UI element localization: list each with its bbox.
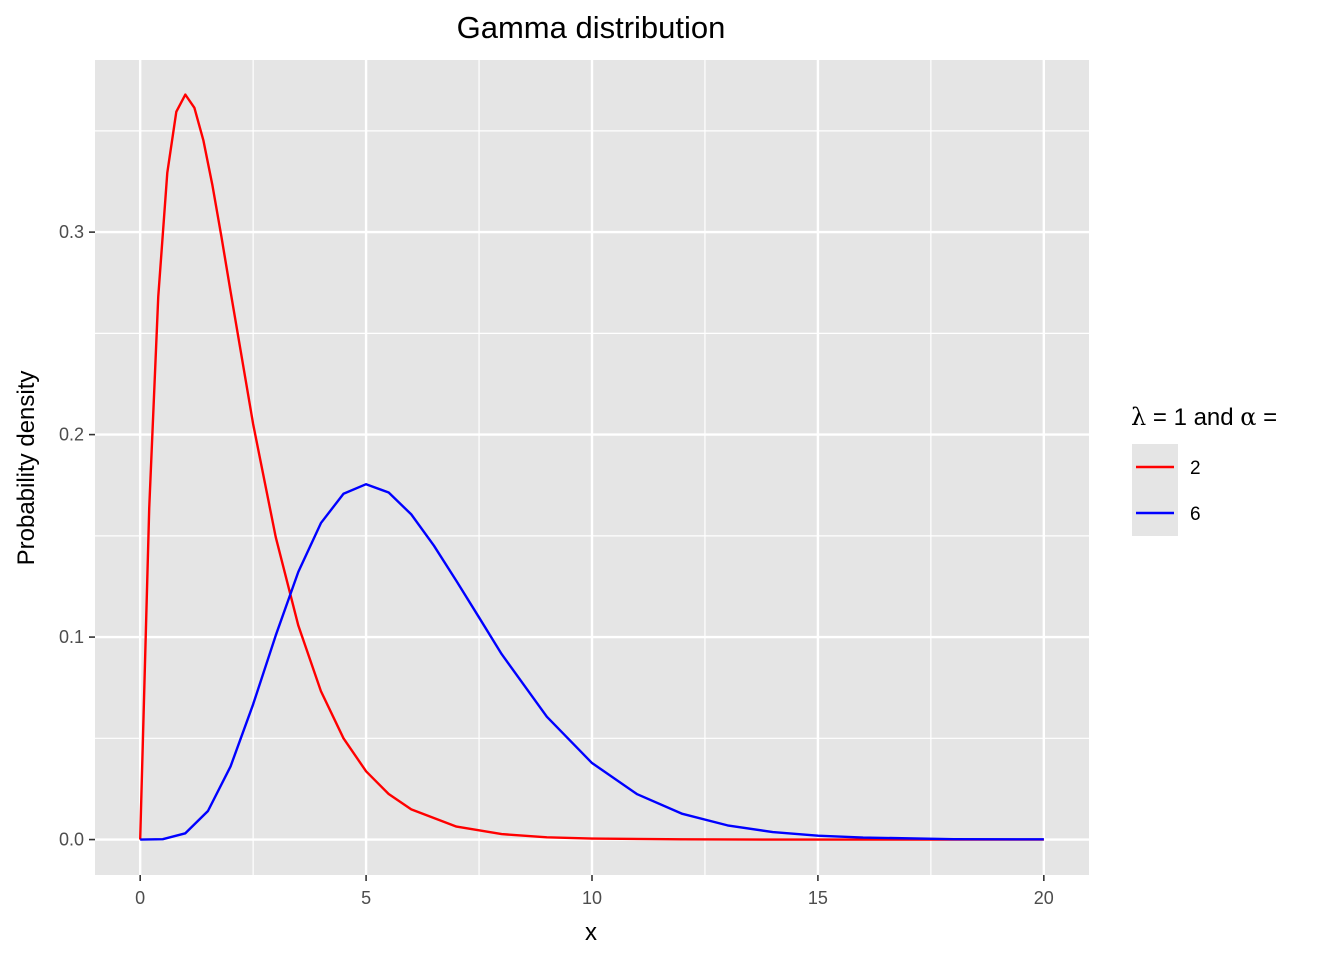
x-tick-label: 20 <box>1034 888 1054 908</box>
legend: λ = 1 and α = 2 6 <box>1131 403 1277 536</box>
series-layer <box>138 93 1044 841</box>
y-tick-label: 0.2 <box>59 425 84 445</box>
x-axis-label: x <box>585 919 597 946</box>
x-tick-label: 10 <box>582 888 602 908</box>
legend-title-end: = <box>1257 404 1278 431</box>
y-axis-label: Probability density <box>13 371 40 566</box>
x-axis: 0 5 10 15 20 <box>135 875 1054 908</box>
x-tick-label: 5 <box>361 888 371 908</box>
chart-title: Gamma distribution <box>457 10 726 45</box>
y-tick-label: 0.3 <box>59 222 84 242</box>
legend-label-2: 2 <box>1190 458 1201 479</box>
y-tick-label: 0.0 <box>59 830 84 850</box>
legend-label-6: 6 <box>1190 504 1201 525</box>
x-tick-label: 0 <box>135 888 145 908</box>
legend-key-background <box>1132 444 1178 536</box>
x-tick-label: 15 <box>808 888 828 908</box>
series-line-2 <box>138 93 1044 841</box>
y-tick-label: 0.1 <box>59 627 84 647</box>
y-axis: 0.0 0.1 0.2 0.3 <box>59 222 95 850</box>
series-line-6 <box>140 483 1044 841</box>
legend-title-lambda: λ <box>1131 403 1146 431</box>
legend-title-mid: = 1 and <box>1146 404 1240 431</box>
legend-title-alpha: α <box>1240 403 1256 431</box>
legend-title: λ = 1 and α = <box>1131 403 1277 431</box>
